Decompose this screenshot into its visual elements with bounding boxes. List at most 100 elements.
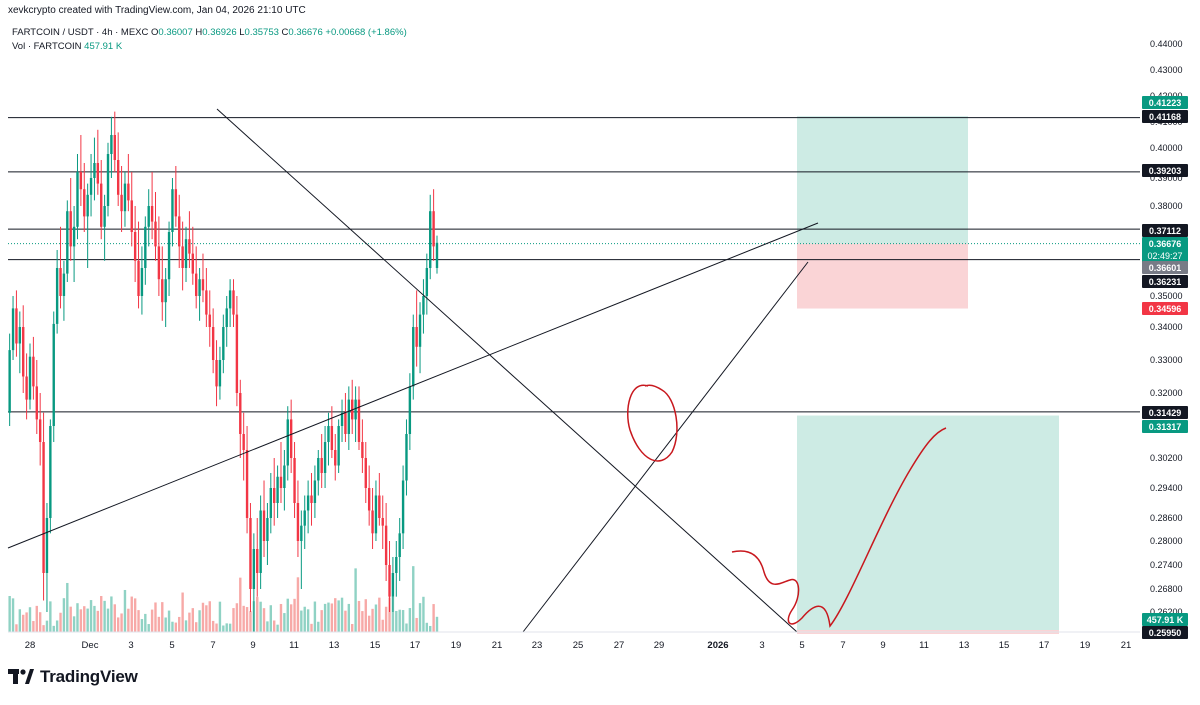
- candle-body: [161, 279, 164, 303]
- candle-body: [296, 503, 300, 541]
- volume-bar: [69, 606, 72, 632]
- candle-body: [405, 434, 408, 481]
- candle: [381, 495, 384, 549]
- candle: [429, 194, 432, 280]
- candle: [15, 290, 18, 357]
- chart-header: xevkcrypto created with TradingView.com,…: [8, 5, 306, 16]
- candle-body: [425, 268, 429, 296]
- candle: [239, 379, 242, 458]
- volume-bar: [408, 608, 412, 632]
- candle: [11, 296, 15, 360]
- volume-label[interactable]: Vol · FARTCOIN: [12, 41, 82, 52]
- close-value: 0.36676: [288, 27, 323, 38]
- volume-bar: [89, 600, 93, 632]
- trendline-falling: [216, 108, 798, 633]
- volume-bar: [395, 610, 398, 632]
- candle-body: [408, 386, 412, 434]
- candle: [279, 442, 283, 503]
- candle-body: [28, 356, 32, 400]
- candle: [398, 518, 401, 581]
- volume-bar: [330, 603, 334, 632]
- volume-bar: [161, 602, 164, 632]
- tradingview-logo[interactable]: TradingView: [8, 666, 138, 688]
- candle-body: [235, 314, 239, 393]
- candle: [113, 111, 116, 172]
- x-tick-label: 2026: [707, 640, 728, 651]
- low-value: 0.35753: [244, 27, 279, 38]
- x-tick-label: 13: [329, 640, 340, 651]
- price-label-bg: [1142, 110, 1188, 123]
- candle-body: [133, 232, 137, 261]
- candle: [215, 340, 218, 407]
- candle-body: [435, 242, 439, 268]
- candle: [245, 426, 249, 534]
- candle-body: [25, 376, 28, 400]
- volume-bar: [147, 624, 150, 632]
- candle-body: [15, 308, 18, 344]
- candle-body: [208, 314, 211, 327]
- volume-bar: [164, 617, 167, 632]
- candle-body: [367, 488, 371, 511]
- candle-body: [273, 488, 276, 503]
- candle-body: [174, 189, 178, 217]
- x-tick-label: 23: [532, 640, 543, 651]
- candle-body: [266, 518, 269, 541]
- candle-body: [374, 495, 378, 534]
- candle: [408, 373, 412, 450]
- candle: [401, 465, 405, 549]
- candle-body: [286, 419, 289, 466]
- volume-value: 457.91 K: [84, 41, 123, 52]
- volume-bar: [303, 606, 306, 632]
- candle: [96, 129, 100, 195]
- candle-body: [249, 518, 252, 589]
- candle-body: [225, 308, 228, 327]
- candle: [262, 480, 266, 557]
- volume-bar: [388, 597, 391, 632]
- candle: [357, 386, 361, 450]
- x-tick-label: 15: [999, 640, 1010, 651]
- candle: [374, 480, 378, 541]
- candle-body: [293, 458, 296, 503]
- volume-bar: [340, 597, 344, 632]
- volume-bar: [127, 608, 130, 632]
- candle-body: [123, 183, 127, 212]
- symbol-name[interactable]: FARTCOIN / USDT · 4h · MEXC: [12, 27, 149, 38]
- x-tick-label: 29: [654, 640, 665, 651]
- volume-bar: [72, 616, 76, 632]
- x-tick-label: 9: [880, 640, 885, 651]
- candle: [256, 518, 259, 597]
- candle-body: [181, 246, 184, 268]
- price-label-text: 0.31429: [1149, 408, 1182, 418]
- volume-bar: [133, 598, 137, 632]
- candle: [83, 163, 86, 232]
- countdown-text: 02:49:27: [1147, 251, 1182, 261]
- candle: [106, 142, 110, 217]
- candle: [323, 426, 327, 488]
- volume-bar: [327, 602, 330, 632]
- volume-bar: [178, 616, 181, 632]
- candle: [18, 311, 22, 374]
- candle-body: [22, 327, 25, 377]
- volume-bar: [300, 610, 303, 632]
- candle: [72, 206, 76, 282]
- candle: [150, 172, 154, 240]
- price-label-bg: [1142, 261, 1188, 274]
- volume-bar: [79, 609, 83, 632]
- volume-bar: [15, 624, 18, 632]
- candle: [49, 419, 52, 534]
- price-label-bg: [1142, 626, 1188, 639]
- volume-bar: [289, 604, 293, 632]
- candle-body: [313, 480, 317, 503]
- candle: [310, 473, 313, 526]
- trendline-rising: [7, 222, 819, 549]
- candle: [93, 137, 96, 201]
- volume-bar: [262, 608, 266, 632]
- volume-bar: [205, 605, 208, 632]
- x-tick-label: 21: [1121, 640, 1132, 651]
- candle-body: [327, 426, 330, 442]
- volume-bar: [374, 604, 378, 632]
- x-tick-label: 19: [451, 640, 462, 651]
- candle: [367, 465, 371, 526]
- volume-bar: [140, 619, 144, 632]
